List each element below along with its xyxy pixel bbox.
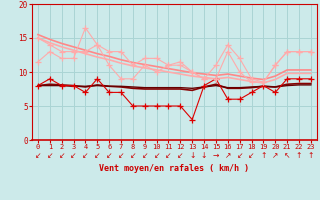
- Text: ↙: ↙: [70, 151, 77, 160]
- Text: ↙: ↙: [236, 151, 243, 160]
- Text: ↓: ↓: [201, 151, 207, 160]
- Text: ↙: ↙: [47, 151, 53, 160]
- Text: ↑: ↑: [296, 151, 302, 160]
- Text: ↙: ↙: [248, 151, 255, 160]
- Text: ↑: ↑: [260, 151, 267, 160]
- X-axis label: Vent moyen/en rafales ( km/h ): Vent moyen/en rafales ( km/h ): [100, 164, 249, 173]
- Text: ↙: ↙: [118, 151, 124, 160]
- Text: ↙: ↙: [141, 151, 148, 160]
- Text: ↙: ↙: [94, 151, 100, 160]
- Text: ↗: ↗: [225, 151, 231, 160]
- Text: ↙: ↙: [82, 151, 89, 160]
- Text: ↙: ↙: [130, 151, 136, 160]
- Text: ↙: ↙: [165, 151, 172, 160]
- Text: ↙: ↙: [153, 151, 160, 160]
- Text: ↑: ↑: [308, 151, 314, 160]
- Text: ↙: ↙: [106, 151, 112, 160]
- Text: ↙: ↙: [59, 151, 65, 160]
- Text: ↓: ↓: [189, 151, 196, 160]
- Text: →: →: [213, 151, 219, 160]
- Text: ↙: ↙: [177, 151, 184, 160]
- Text: ↙: ↙: [35, 151, 41, 160]
- Text: ↗: ↗: [272, 151, 278, 160]
- Text: ↖: ↖: [284, 151, 290, 160]
